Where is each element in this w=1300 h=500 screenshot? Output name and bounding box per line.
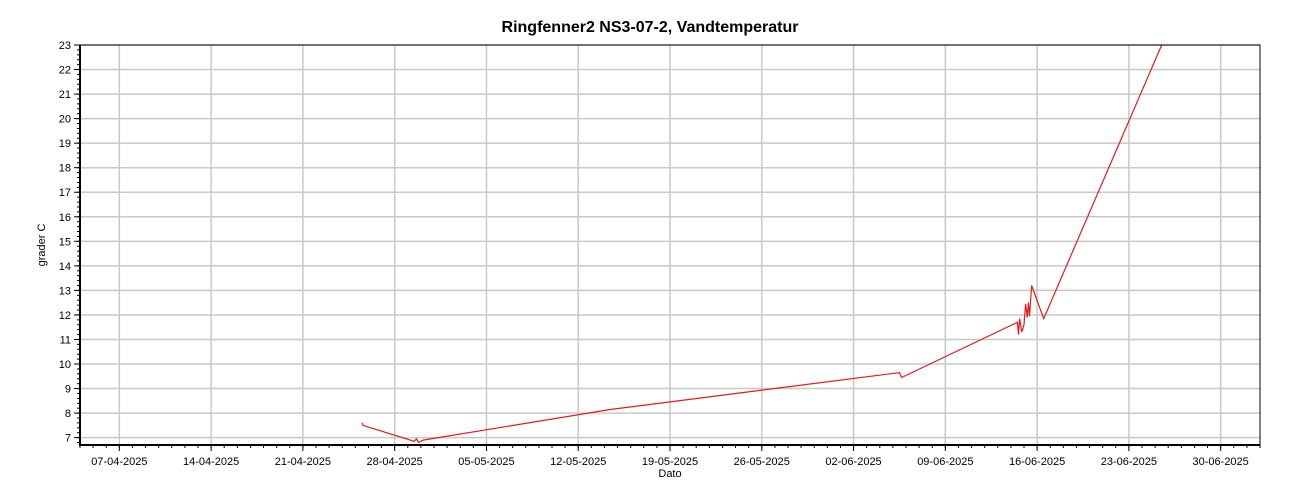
x-tick-label: 09-06-2025: [917, 456, 973, 468]
x-tick-label: 02-06-2025: [825, 456, 881, 468]
y-tick-label: 7: [65, 433, 71, 445]
x-tick-label: 16-06-2025: [1009, 456, 1065, 468]
y-tick-label: 16: [59, 212, 71, 224]
y-tick-label: 14: [59, 261, 71, 273]
x-axis-title: Dato: [658, 468, 681, 480]
x-tick-label: 12-05-2025: [550, 456, 606, 468]
x-tick-label: 21-04-2025: [275, 456, 331, 468]
x-tick-label: 19-05-2025: [642, 456, 698, 468]
y-tick-label: 20: [59, 114, 71, 126]
y-tick-label: 12: [59, 310, 71, 322]
y-tick-label: 15: [59, 236, 71, 248]
x-tick-label: 26-05-2025: [734, 456, 790, 468]
y-tick-label: 8: [65, 408, 71, 420]
x-tick-label: 28-04-2025: [367, 456, 423, 468]
grid-layer: [80, 44, 1260, 445]
y-tick-label: 11: [60, 334, 71, 346]
y-tick-label: 17: [59, 187, 71, 199]
y-tick-label: 10: [59, 359, 71, 371]
x-tick-label: 14-04-2025: [183, 456, 239, 468]
series-layer: [361, 44, 1163, 444]
y-tick-label: 22: [59, 65, 71, 77]
y-tick-label: 23: [59, 40, 71, 52]
y-tick-label: 9: [65, 384, 71, 396]
axis-layer: 07-04-2025 14-04-2025 21-04-2025 28-04-2025…: [59, 40, 1261, 468]
y-tick-label: 13: [59, 285, 71, 297]
x-tick-label: 23-06-2025: [1101, 456, 1157, 468]
y-tick-label: 21: [59, 89, 71, 101]
x-tick-label: 05-05-2025: [458, 456, 514, 468]
chart-title: Ringfenner2 NS3-07-2, Vandtemperatur: [501, 19, 799, 36]
y-tick-label: 19: [59, 138, 71, 150]
x-tick-label: 30-06-2025: [1193, 456, 1249, 468]
series-line: [361, 44, 1163, 444]
x-tick-label: 07-04-2025: [91, 456, 147, 468]
y-tick-label: 18: [59, 163, 71, 175]
y-axis-title: grader C: [36, 224, 48, 267]
